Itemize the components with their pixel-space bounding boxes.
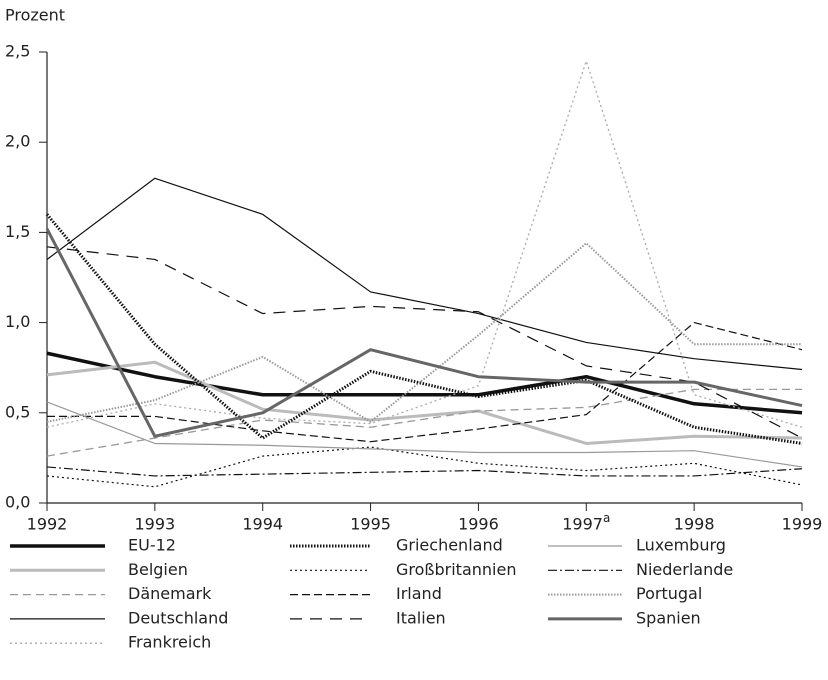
series-line — [45, 228, 803, 438]
legend-label: Italien — [396, 608, 446, 627]
x-tick-label: 1993 — [134, 515, 175, 534]
y-tick-label: 1,0 — [5, 312, 30, 331]
series-line — [46, 401, 803, 468]
series-line — [46, 360, 803, 445]
legend-label: Dänemark — [128, 584, 212, 603]
series-line — [46, 177, 803, 371]
series-line — [45, 213, 803, 445]
series-line — [46, 351, 803, 415]
x-tick-label: 1997a — [562, 511, 610, 534]
x-tick-label: 1999 — [782, 515, 823, 534]
series-line — [46, 246, 803, 439]
legend-label: Spanien — [636, 608, 701, 627]
y-tick-label: 2,0 — [5, 132, 30, 151]
x-tick-label: 1998 — [674, 515, 715, 534]
series-line — [47, 322, 803, 443]
legend-label: Belgien — [128, 560, 188, 579]
series-line — [46, 60, 803, 428]
y-tick-label: 2,5 — [5, 42, 30, 61]
series-line — [46, 242, 802, 423]
y-axis-label: Prozent — [5, 6, 65, 25]
series-line — [46, 466, 803, 477]
legend-label: Portugal — [636, 584, 702, 603]
x-tick-superscript: a — [603, 511, 610, 525]
x-tick-label: 1992 — [27, 515, 68, 534]
legend-label: Großbritannien — [396, 560, 516, 579]
y-tick-label: 0,5 — [5, 402, 30, 421]
legend-label: Deutschland — [128, 608, 228, 627]
x-tick-label: 1996 — [458, 515, 499, 534]
legend-label: Frankreich — [128, 633, 211, 652]
legend-label: Luxemburg — [636, 536, 726, 555]
x-tick-label: 1995 — [350, 515, 391, 534]
legend-label: Griechenland — [396, 536, 503, 555]
series-line — [46, 446, 803, 488]
y-tick-label: 1,5 — [5, 222, 30, 241]
legend-label: Irland — [396, 584, 442, 603]
series-line — [46, 388, 802, 457]
legend-label: Niederlande — [636, 560, 733, 579]
x-tick-label: 1994 — [242, 515, 283, 534]
legend-label: EU-12 — [128, 536, 176, 555]
y-tick-label: 0,0 — [5, 493, 30, 512]
